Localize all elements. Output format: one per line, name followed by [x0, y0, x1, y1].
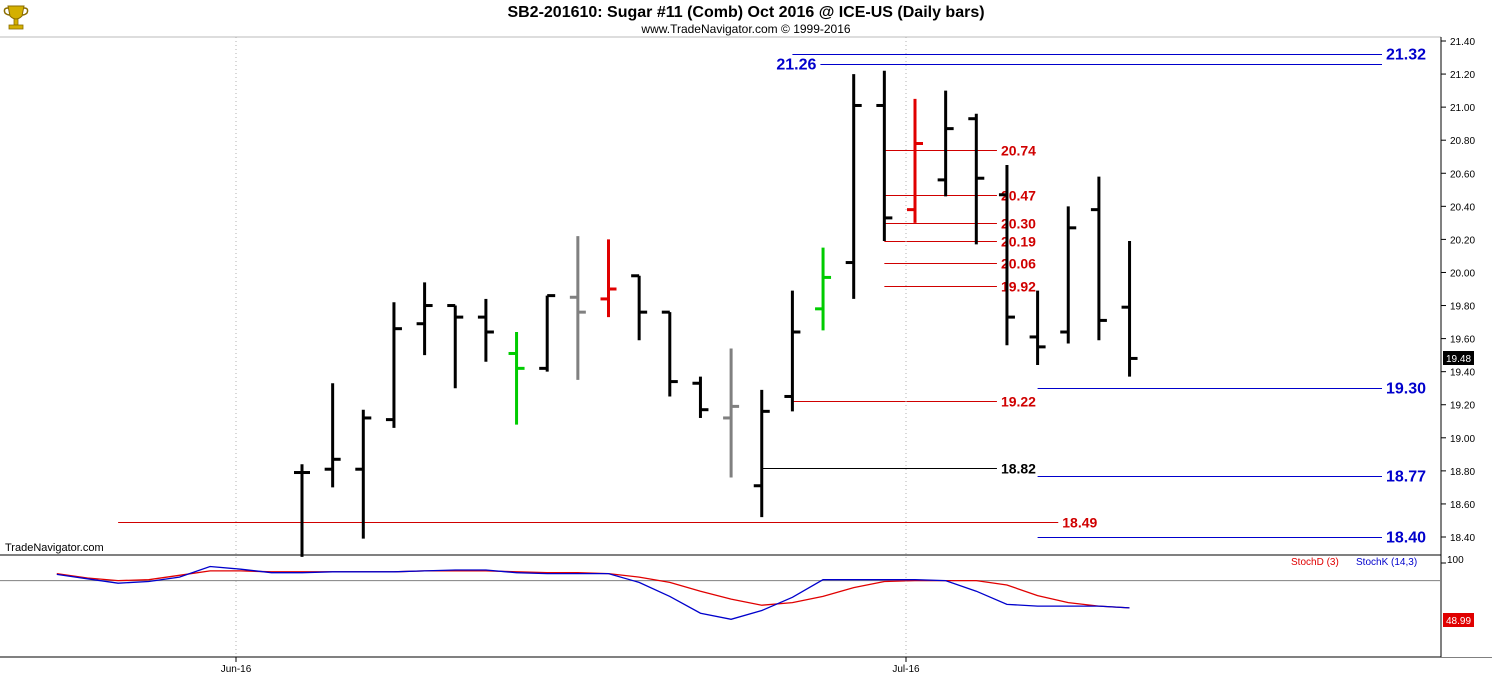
- date-tick-label: Jun-16: [221, 664, 252, 675]
- watermark-text: TradeNavigator.com: [5, 542, 104, 554]
- price-level-label: 20.74: [1001, 143, 1036, 159]
- price-level-label: 18.49: [1062, 515, 1097, 531]
- price-tick-label: 21.20: [1450, 70, 1475, 81]
- stoch-k-line: [56, 565, 1130, 620]
- stoch-k-legend: StochK (14,3): [1356, 557, 1417, 568]
- stoch-last-text: 48.99: [1446, 616, 1471, 627]
- price-level-label: 19.22: [1001, 394, 1036, 410]
- price-tick-label: 18.80: [1450, 467, 1475, 478]
- date-tick-label: Jul-16: [892, 664, 920, 675]
- last-price-badge: 19.48: [1443, 351, 1474, 365]
- price-tick-label: 20.20: [1450, 235, 1475, 246]
- price-tick-label: 19.80: [1450, 302, 1475, 313]
- stoch-d-legend: StochD (3): [1291, 557, 1339, 568]
- price-level-label: 20.30: [1001, 216, 1036, 232]
- price-level-label: 19.92: [1001, 279, 1036, 295]
- chart-title: SB2-201610: Sugar #11 (Comb) Oct 2016 @ …: [507, 4, 984, 21]
- price-level-label: 20.47: [1001, 188, 1036, 204]
- price-axis-ticks: 21.40 21.20 21.00 20.80 20.60 20.40 20.20 20.00…: [1441, 37, 1475, 544]
- chart-subtitle: www.TradeNavigator.com © 1999-2016: [640, 22, 850, 36]
- price-level-label: 18.77: [1386, 469, 1426, 486]
- price-level-label: 21.26: [776, 57, 816, 74]
- price-level-label: 20.19: [1001, 234, 1036, 250]
- price-tick-label: 19.60: [1450, 335, 1475, 346]
- last-price-text: 19.48: [1446, 354, 1471, 365]
- price-tick-label: 20.60: [1450, 169, 1475, 180]
- price-tick-label: 19.40: [1450, 368, 1475, 379]
- price-tick-label: 18.40: [1450, 533, 1475, 544]
- price-tick-label: 21.40: [1450, 37, 1475, 48]
- price-tick-label: 19.00: [1450, 434, 1475, 445]
- stoch-axis-tick: 100: [1447, 555, 1464, 566]
- date-axis-labels: Jun-16 Jul-16: [221, 37, 920, 675]
- price-tick-label: 20.40: [1450, 202, 1475, 213]
- price-tick-label: 18.60: [1450, 500, 1475, 511]
- price-level-label: 18.82: [1001, 461, 1036, 477]
- price-tick-label: 20.80: [1450, 136, 1475, 147]
- price-level-label: 19.30: [1386, 381, 1426, 398]
- stoch-last-badge: 48.99: [1443, 613, 1474, 627]
- price-tick-label: 20.00: [1450, 268, 1475, 279]
- right-axis-area: [1441, 37, 1492, 657]
- ohlc-bars: [294, 70, 1138, 557]
- price-level-label: 18.40: [1386, 530, 1426, 547]
- stochastic-panel: [0, 562, 1446, 620]
- price-tick-label: 19.20: [1450, 401, 1475, 412]
- price-tick-label: 21.00: [1450, 103, 1475, 114]
- price-level-label: 21.32: [1386, 47, 1426, 64]
- price-levels: 21.32 21.26 20.74 20.47 20.30 20.19 20.06 19.92…: [118, 47, 1426, 547]
- price-level-label: 20.06: [1001, 256, 1036, 272]
- trophy-icon: [3, 5, 29, 30]
